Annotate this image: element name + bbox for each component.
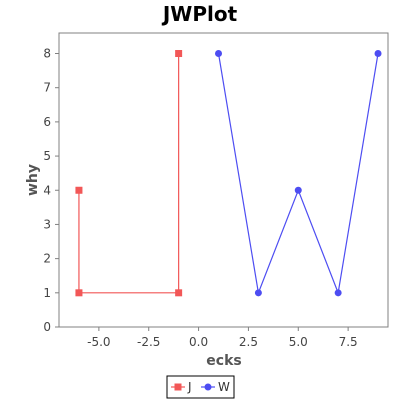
y-tick-label: 0 xyxy=(43,320,51,334)
y-tick-label: 5 xyxy=(43,149,51,163)
y-tick-label: 8 xyxy=(43,47,51,61)
x-tick-label: -2.5 xyxy=(137,335,160,349)
x-tick-label: 5.0 xyxy=(289,335,308,349)
x-tick-label: 0.0 xyxy=(189,335,208,349)
data-point xyxy=(254,289,262,297)
x-axis-label: ecks xyxy=(206,353,241,369)
chart-title: JWPlot xyxy=(161,2,238,26)
data-point xyxy=(175,289,183,297)
legend-marker xyxy=(204,383,212,391)
series-layer xyxy=(75,50,382,297)
legend-label: W xyxy=(218,380,230,394)
y-tick-label: 3 xyxy=(43,217,51,231)
y-tick-label: 4 xyxy=(43,183,51,197)
data-point xyxy=(215,50,223,58)
data-point xyxy=(334,289,342,297)
data-point xyxy=(75,186,83,194)
legend-box xyxy=(166,375,235,399)
data-point xyxy=(175,50,183,58)
series-W xyxy=(215,50,382,297)
legend-item: W xyxy=(201,380,230,394)
legend-marker xyxy=(174,383,182,391)
data-point xyxy=(294,186,302,194)
x-tick-label: 2.5 xyxy=(239,335,258,349)
y-axis: 0 1 2 3 4 5 6 7 8 xyxy=(43,47,59,334)
y-tick-label: 7 xyxy=(43,81,51,95)
y-tick-label: 6 xyxy=(43,115,51,129)
data-point xyxy=(374,50,382,58)
legend-item: J xyxy=(171,380,192,394)
y-tick-label: 1 xyxy=(43,286,51,300)
y-tick-label: 2 xyxy=(43,252,51,266)
series-J xyxy=(75,50,183,297)
x-axis: -5.0 -2.5 0.0 2.5 5.0 7.5 xyxy=(87,327,358,349)
plot-area xyxy=(58,32,389,328)
x-tick-label: 7.5 xyxy=(339,335,358,349)
series-line xyxy=(78,53,180,294)
y-axis-label: why xyxy=(25,164,41,196)
data-point xyxy=(75,289,83,297)
legend-label: J xyxy=(187,380,192,394)
x-tick-label: -5.0 xyxy=(87,335,110,349)
